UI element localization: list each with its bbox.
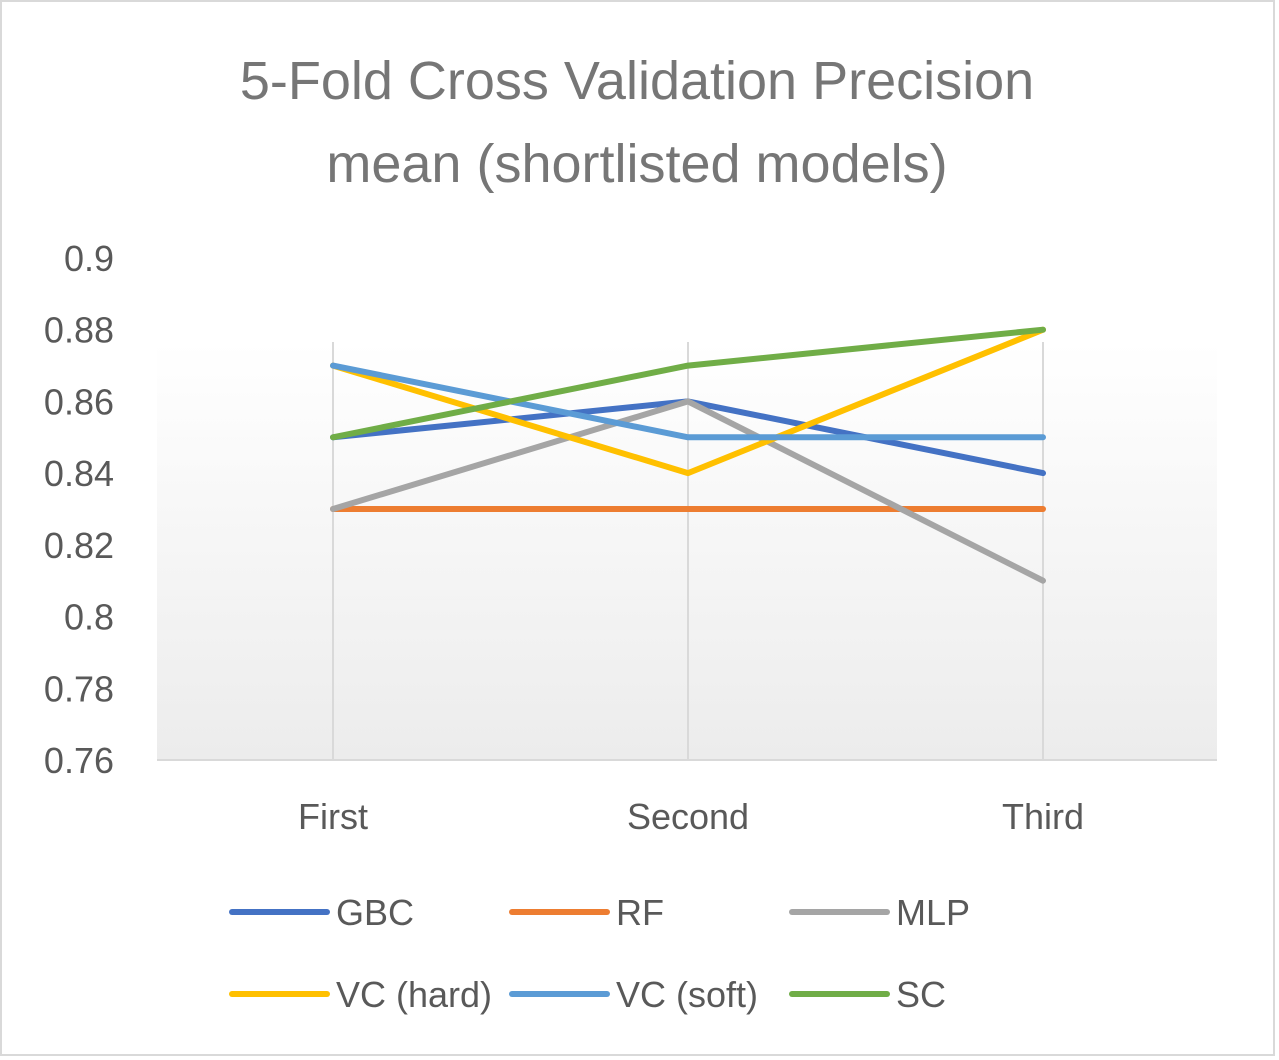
y-tick-label: 0.82 — [44, 525, 114, 566]
y-tick-label: 0.8 — [64, 597, 114, 638]
series-line-sc — [330, 326, 1046, 441]
y-tick-label: 0.88 — [44, 310, 114, 351]
legend-label-mlp: MLP — [896, 892, 970, 933]
legend: GBC RF MLP VC (hard) VC (soft) SC — [229, 892, 970, 1015]
chart-title-line-2: mean (shortlisted models) — [326, 134, 947, 194]
axes: 0.76 0.78 0.8 0.82 0.84 0.86 0.88 0.9 First Secon… — [44, 238, 1217, 837]
legend-label-rf: RF — [616, 892, 664, 933]
y-tick-label: 0.78 — [44, 668, 114, 709]
x-tick-label: Third — [1002, 796, 1084, 837]
gridlines — [332, 342, 1044, 760]
x-tick-label: First — [298, 796, 368, 837]
legend-label-sc: SC — [896, 974, 946, 1015]
series-line-vc-soft — [330, 362, 1046, 441]
x-tick-label: Second — [627, 796, 749, 837]
y-tick-label: 0.84 — [44, 453, 114, 494]
y-tick-label: 0.86 — [44, 381, 114, 422]
legend-label-vc-soft: VC (soft) — [616, 974, 758, 1015]
y-tick-label: 0.76 — [44, 740, 114, 781]
y-tick-label: 0.9 — [64, 238, 114, 279]
series-lines — [330, 326, 1046, 584]
chart-title-line-1: 5-Fold Cross Validation Precision — [240, 51, 1034, 111]
series-line-vc-hard — [330, 326, 1046, 477]
legend-label-vc-hard: VC (hard) — [336, 974, 492, 1015]
legend-label-gbc: GBC — [336, 892, 414, 933]
series-line-mlp — [330, 398, 1046, 584]
